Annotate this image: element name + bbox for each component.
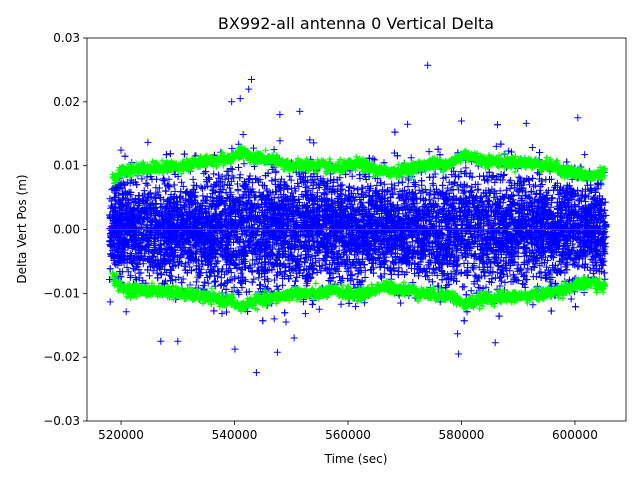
x-tick-label: 520000	[98, 428, 144, 442]
y-tick-label: 0.02	[53, 95, 80, 109]
upper-sigma-band	[109, 144, 608, 187]
y-tick-label: −0.01	[43, 286, 80, 300]
y-tick-label: 0.01	[53, 159, 80, 173]
scatter-point	[404, 120, 412, 128]
y-axis-label: Delta Vert Pos (m)	[15, 174, 29, 283]
x-tick-label: 600000	[552, 428, 598, 442]
y-axis: −0.03 −0.02 −0.01 0.00 0.01 0.02 0.03	[43, 31, 87, 428]
x-tick-label: 540000	[212, 428, 258, 442]
x-axis-label: Time (sec)	[324, 452, 388, 466]
y-tick-label: −0.02	[43, 350, 80, 364]
scatter-points-blue	[106, 128, 610, 325]
scatter-point	[290, 334, 298, 342]
scatter-point	[248, 76, 255, 83]
scatter-point	[270, 315, 278, 323]
x-tick-label: 580000	[439, 428, 485, 442]
y-tick-label: 0.00	[53, 223, 80, 237]
x-axis: 520000 540000 560000 580000 600000	[98, 421, 598, 442]
scatter-point	[458, 117, 465, 125]
scatter-point	[455, 350, 463, 358]
y-tick-label: 0.03	[53, 31, 80, 45]
plot-area	[106, 61, 610, 377]
scatter-point	[174, 337, 182, 345]
scatter-point	[157, 337, 165, 345]
y-tick-label: −0.03	[43, 414, 80, 428]
scatter-point	[276, 111, 284, 119]
scatter-point	[236, 95, 244, 103]
scatter-point	[228, 98, 236, 106]
chart-title: BX992-all antenna 0 Vertical Delta	[218, 14, 494, 33]
scatter-point	[296, 107, 304, 115]
scatter-point	[574, 114, 582, 122]
lower-sigma-band	[109, 269, 608, 315]
scatter-point	[245, 85, 253, 93]
x-tick-label: 560000	[325, 428, 371, 442]
